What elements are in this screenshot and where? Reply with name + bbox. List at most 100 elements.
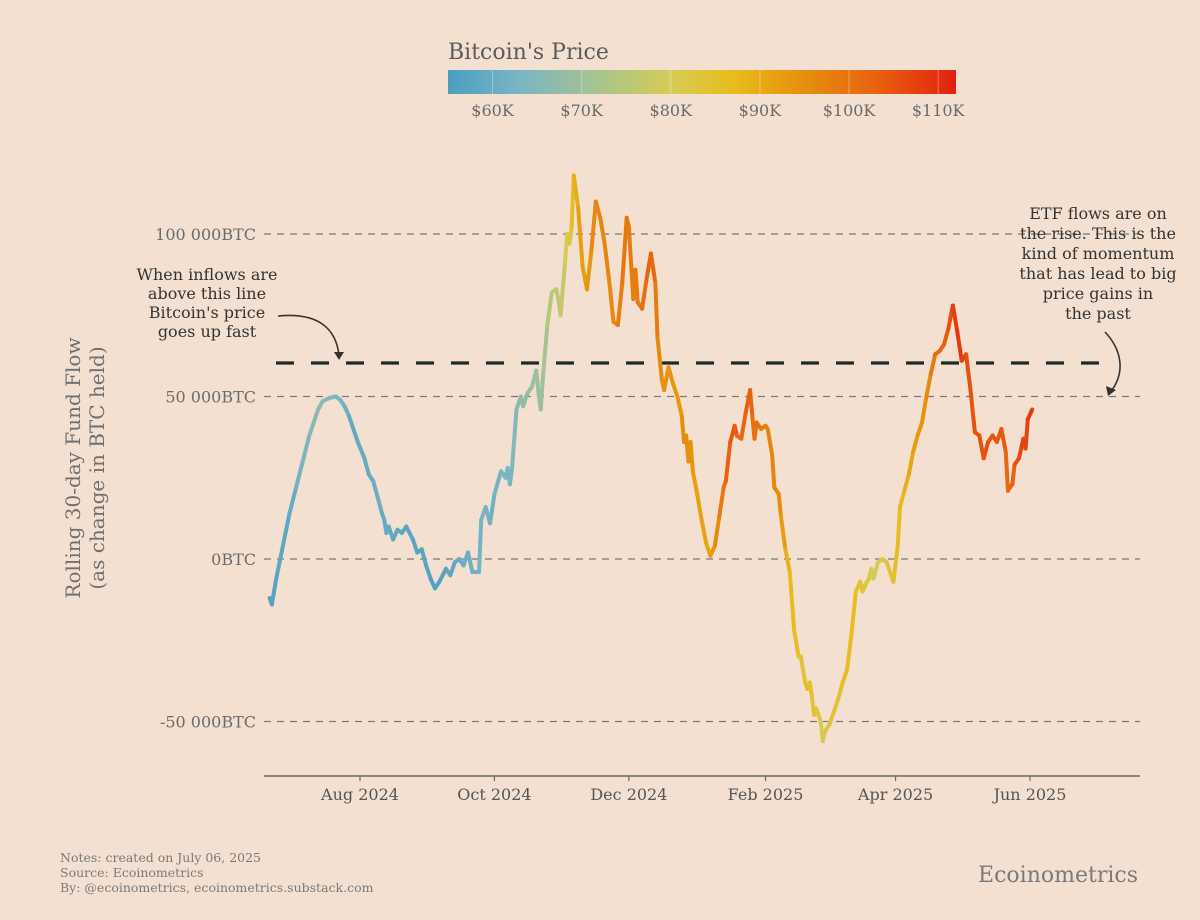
annotation-threshold-note: When inflows are above this line Bitcoin… [137,265,344,360]
series-segment [307,420,316,438]
series-segment [670,381,680,399]
series-segment [280,511,292,548]
series-segment [845,631,854,672]
series-segment [897,488,907,509]
x-tick-label: Jun 2025 [992,785,1067,804]
series-segment [311,407,321,425]
series-segment [545,290,554,327]
series-segment [723,440,733,483]
series-segment [653,280,660,340]
x-tick-label: Apr 2025 [857,785,933,804]
series-segment [558,261,567,318]
series-segment [1003,449,1010,493]
colorbar-tick-label: $110K [912,101,966,120]
series-segment [884,560,894,578]
series-segment [770,453,777,490]
series-segment [607,277,616,324]
series-segment [690,469,700,496]
series-segment [346,414,356,431]
series-segment [620,215,629,285]
series-segment [911,433,920,454]
series-segment [576,206,585,269]
series-segment [787,570,797,633]
annotation-line: the past [1065,304,1131,323]
series-segment [999,427,1008,454]
colorbar-tick-label: $100K [823,101,877,120]
y-tick-label: 100 000BTC [155,225,256,244]
series-segment [593,199,603,220]
series-segment [492,469,504,496]
annotation-line: When inflows are [137,265,278,284]
series-segment [924,371,933,399]
series-segment [534,368,541,396]
series-segment [675,394,684,418]
note-created: Notes: created on July 06, 2025 [60,850,261,865]
series-segment [849,589,858,636]
y-axis-label-line-1: Rolling 30-day Fund Flow [61,337,85,598]
series-segment [419,547,429,568]
series-segment [585,248,594,292]
series-segment [507,466,515,487]
series-segment [437,566,448,584]
series-segment [891,544,900,584]
series-segment [287,485,299,516]
series-segment [640,277,649,311]
series-segment [465,550,475,574]
arrow-head-icon [334,352,344,360]
series-segment [510,407,519,470]
series-segment [666,365,675,386]
series-segment [355,440,367,461]
x-tick-label: Dec 2024 [590,785,667,804]
series-segment [589,199,598,253]
series-segment [540,323,550,379]
annotation-line: above this line [148,284,266,303]
series-segment [968,388,977,435]
colorbar-gradient [448,70,956,94]
series-segment [902,472,911,493]
annotation-line: that has lead to big [1019,264,1176,283]
series-segment [942,326,951,347]
note-source: Source: Ecoinometrics [60,865,204,880]
series-segment [633,267,640,305]
series-segment [981,440,991,461]
series-segment [928,352,938,376]
series-segment [807,680,814,698]
series-segment [814,706,823,724]
x-tick-label: Oct 2024 [457,785,531,804]
x-tick-label: Aug 2024 [320,785,399,804]
series-segment [424,563,433,581]
colorbar-tick-label: $70K [560,101,604,120]
series-segment [950,303,960,334]
annotation-line: ETF flows are on [1029,204,1167,223]
annotation-line: Bitcoin's price [149,303,265,322]
series-segment [831,696,841,714]
annotation-line: kind of momentum [1022,244,1175,263]
annotation-line: price gains in [1043,284,1153,303]
series-line [267,173,1035,743]
series-segment [655,336,664,383]
series-segment [488,492,497,526]
series-segment [538,375,545,412]
colorbar-tick-label: $80K [650,101,694,120]
series-segment [871,560,880,581]
series-segment [1025,407,1035,422]
series-segment [351,427,360,444]
series-segment [371,479,380,500]
series-segment [571,173,581,210]
y-tick-label: 50 000BTC [165,388,256,407]
series-segment [739,410,748,441]
series-segment [798,654,808,685]
footer-notes: Notes: created on July 06, 2025 Source: … [60,850,374,895]
colorbar-tick-label: $60K [471,101,515,120]
series-segment [269,576,279,607]
series-segment [699,518,709,545]
series-segment [748,388,755,418]
series-segment [920,394,929,425]
series-segment [915,420,925,438]
series-segment [615,280,625,327]
series-segment [964,352,973,392]
series-segment [840,667,850,685]
series-segment [778,514,788,552]
series-segment [827,709,836,727]
